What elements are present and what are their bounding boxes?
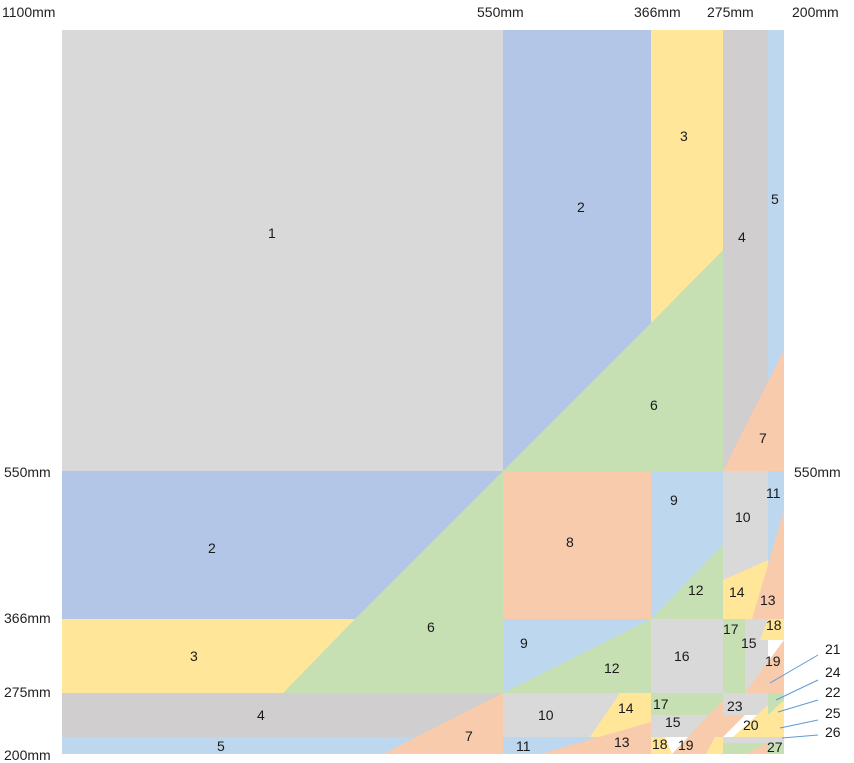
top-label-550: 550mm (477, 4, 524, 20)
num-27: 27 (767, 739, 783, 755)
callout-line-24 (775, 679, 819, 701)
region-14-left (590, 693, 651, 737)
num-15-left: 15 (665, 714, 681, 730)
num-6-left: 6 (427, 619, 435, 635)
region-16 (651, 619, 723, 693)
num-10-left: 10 (538, 707, 554, 723)
num-2-top: 2 (577, 199, 585, 215)
right-label-550: 550mm (794, 464, 841, 480)
region-17-top (723, 619, 745, 693)
region-12-left (503, 619, 651, 693)
num-15-top: 15 (741, 635, 757, 651)
top-label-275: 275mm (707, 4, 754, 20)
region-17-left (651, 693, 723, 715)
region-20b (723, 715, 745, 737)
region-18-left (651, 737, 672, 754)
num-24: 24 (825, 664, 841, 680)
region-13-left (540, 722, 651, 754)
num-14-top: 14 (729, 584, 745, 600)
num-3-top: 3 (680, 128, 688, 144)
num-9-top: 9 (670, 492, 678, 508)
num-20: 20 (743, 717, 759, 733)
num-10-top: 10 (735, 509, 751, 525)
num-9-left: 9 (520, 635, 528, 651)
region-26 (723, 737, 784, 743)
num-21: 21 (825, 641, 841, 657)
num-26: 26 (825, 724, 841, 740)
num-13-left: 13 (614, 734, 630, 750)
left-label-550: 550mm (4, 464, 51, 480)
num-18-left: 18 (652, 736, 668, 752)
num-1: 1 (268, 225, 276, 241)
callout-line-26 (781, 734, 819, 739)
region-8 (503, 471, 651, 619)
num-11-top: 11 (766, 485, 781, 501)
num-13-top: 13 (760, 592, 776, 608)
callout-lines (769, 654, 819, 739)
num-7-top: 7 (759, 430, 767, 446)
num-19-left: 19 (678, 737, 694, 753)
region-19-top (745, 640, 784, 693)
num-12-left: 12 (604, 660, 620, 676)
top-label-200: 200mm (792, 4, 839, 20)
region-6-top (503, 250, 723, 471)
num-12-top: 12 (688, 582, 704, 598)
region-27 (723, 743, 784, 754)
num-8: 8 (566, 534, 574, 550)
dimension-labels: 1100mm 550mm 366mm 275mm 200mm 550mm 366… (2, 4, 841, 763)
num-16: 16 (674, 648, 690, 664)
region-4-left (62, 693, 503, 737)
left-label-200: 200mm (4, 747, 51, 763)
region-20 (733, 705, 768, 737)
num-7-left: 7 (465, 728, 473, 744)
region-7-left (383, 693, 503, 754)
region-6-left (283, 471, 503, 693)
num-11-left: 11 (516, 738, 531, 754)
callout-line-22 (777, 699, 819, 713)
region-numbers: 1 2 3 4 5 6 7 2 3 4 5 6 7 8 9 10 11 12 1… (190, 128, 841, 755)
num-4-top: 4 (738, 229, 746, 245)
num-25: 25 (825, 705, 841, 721)
num-5-top: 5 (771, 191, 779, 207)
region-1 (62, 30, 503, 471)
region-25 (706, 737, 723, 754)
callout-line-25 (779, 719, 819, 729)
num-18-top: 18 (766, 617, 782, 633)
top-label-1100: 1100mm (2, 4, 55, 20)
num-3-left: 3 (190, 648, 198, 664)
num-6-top: 6 (650, 397, 658, 413)
num-5-left: 5 (217, 738, 225, 754)
num-14-left: 14 (618, 700, 634, 716)
top-label-366: 366mm (634, 4, 681, 20)
region-19-left (672, 700, 723, 754)
region-27b (745, 743, 768, 754)
callout-line-21 (769, 654, 819, 684)
shapes (62, 30, 784, 754)
num-23: 23 (727, 698, 743, 714)
region-23 (723, 693, 768, 715)
num-4-left: 4 (257, 707, 265, 723)
region-13-top (752, 510, 784, 619)
left-label-366: 366mm (4, 610, 51, 626)
num-17-left: 17 (653, 696, 669, 712)
num-19-top: 19 (765, 653, 781, 669)
num-2-left: 2 (208, 540, 216, 556)
region-18-top (760, 619, 784, 640)
region-7-top (723, 350, 784, 471)
num-22: 22 (825, 684, 841, 700)
region-12-top (651, 545, 723, 619)
num-17-top: 17 (723, 621, 739, 637)
left-label-275: 275mm (4, 684, 51, 700)
